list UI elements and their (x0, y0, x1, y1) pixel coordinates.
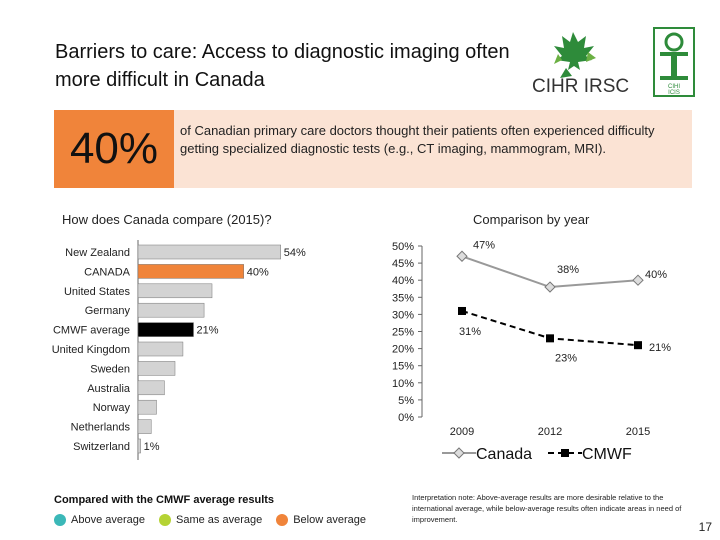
data-label: 38% (557, 264, 579, 276)
y-tick-label: 50% (392, 241, 414, 253)
legend-item: Above average (54, 514, 145, 526)
data-point (546, 334, 554, 343)
x-tick-label: 2012 (538, 426, 562, 438)
legend-item-label: Above average (71, 514, 145, 526)
legend-item-label: Same as average (176, 514, 263, 526)
data-label: 40% (645, 269, 667, 281)
data-label: 21% (649, 342, 671, 354)
data-point (458, 306, 466, 315)
legend-dot-icon (159, 514, 171, 526)
stat-description: of Canadian primary care doctors thought… (180, 123, 655, 156)
bar (137, 322, 194, 337)
y-tick-label: 40% (392, 275, 414, 287)
data-point (456, 250, 468, 262)
category-label: CANADA (84, 266, 131, 278)
category-label: Australia (87, 383, 131, 395)
category-label: United States (64, 286, 131, 298)
data-label: 31% (459, 326, 481, 338)
y-tick-label: 15% (392, 361, 414, 373)
stat-value: 40% (54, 110, 174, 188)
bar-value-label: 54% (284, 247, 306, 259)
legend-label: Canada (476, 446, 532, 463)
bar (137, 380, 165, 396)
legend: Compared with the CMWF average results A… (54, 494, 380, 526)
y-tick-label: 35% (392, 292, 414, 304)
bar (137, 438, 141, 454)
legend-item: Same as average (159, 514, 262, 526)
line-chart-title: Comparison by year (473, 212, 590, 227)
data-label: 47% (473, 239, 495, 251)
legend-dot-icon (276, 514, 289, 526)
cihr-logo-text: CIHR IRSC (532, 76, 629, 97)
legend-marker (453, 447, 465, 459)
bar-value-label: 21% (197, 325, 219, 337)
bar-chart: New Zealand 54% CANADA 40% United States Germ… (52, 240, 306, 460)
category-label: United Kingdom (52, 344, 130, 356)
cihi-logo (653, 27, 695, 97)
legend-dot-icon (54, 514, 66, 526)
y-tick-label: 10% (392, 378, 414, 390)
legend-marker (561, 449, 569, 457)
legend-item: Below average (276, 514, 366, 526)
bar (137, 302, 205, 318)
data-point (634, 341, 642, 350)
category-label: Sweden (90, 363, 130, 375)
category-label: CMWF average (53, 325, 130, 337)
maple-leaf-icon (554, 32, 596, 78)
bar-chart-title: How does Canada compare (2015)? (62, 212, 272, 227)
category-label: Norway (93, 402, 131, 414)
bar (137, 264, 244, 279)
y-tick-label: 20% (392, 344, 414, 356)
bar (137, 341, 184, 357)
y-tick-label: 45% (392, 258, 414, 270)
bar (137, 399, 157, 415)
page-title: Barriers to care: Access to diagnostic i… (55, 41, 510, 91)
y-tick-label: 0% (398, 412, 414, 424)
bar-value-label: 40% (247, 266, 269, 278)
y-tick-label: 5% (398, 395, 414, 407)
data-point (544, 281, 556, 293)
legend-item-label: Below average (293, 514, 366, 526)
y-tick-label: 25% (392, 327, 414, 339)
legend-label: CMWF (582, 446, 632, 463)
page-number: 17 (698, 520, 712, 534)
bar (137, 244, 281, 260)
legend-items: Above average Same as average Below averag… (54, 514, 380, 526)
cihi-logo-text: CIHI (668, 84, 680, 90)
data-point (632, 274, 644, 286)
category-label: New Zealand (65, 247, 130, 259)
category-label: Switzerland (73, 441, 130, 453)
bar (137, 283, 213, 299)
legend-title: Compared with the CMWF average results (54, 494, 275, 506)
category-label: Germany (85, 305, 131, 317)
bar (137, 361, 176, 376)
bar (137, 419, 152, 434)
category-label: Netherlands (71, 422, 131, 434)
interpretation-note: Interpretation note: Above-average resul… (412, 493, 682, 524)
data-label: 23% (555, 352, 577, 364)
x-tick-label: 2015 (626, 426, 650, 438)
line-chart: 50% 45% 40% 35% 30% 25% 20% 15% 10% 5% 0% 2009 2012 2… (392, 239, 671, 463)
bar-value-label: 1% (144, 441, 160, 453)
y-tick-label: 30% (392, 309, 414, 321)
logos: CIHR IRSC CIHI ICIS (532, 27, 695, 97)
x-tick-label: 2009 (450, 426, 474, 438)
icis-logo-text: ICIS (668, 90, 680, 96)
